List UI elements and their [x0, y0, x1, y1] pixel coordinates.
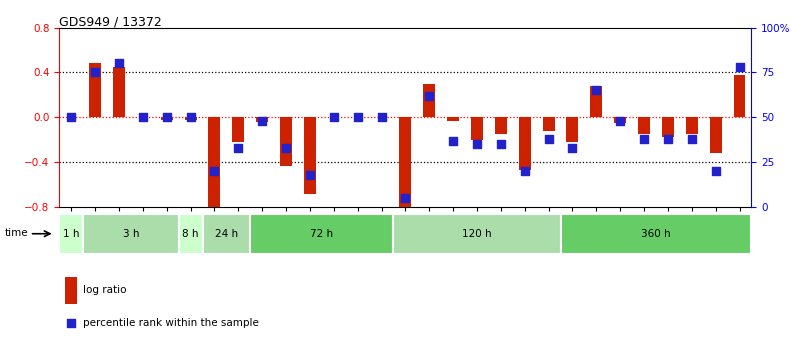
- Point: [255, 118, 268, 124]
- Point: [327, 115, 340, 120]
- Point: [184, 115, 197, 120]
- Bar: [543, 117, 554, 131]
- Point: [208, 168, 221, 174]
- Bar: [566, 117, 578, 142]
- Bar: [561, 214, 751, 254]
- Bar: [710, 117, 721, 153]
- Bar: [304, 117, 316, 194]
- Bar: [209, 117, 221, 207]
- Bar: [471, 117, 483, 140]
- Point: [566, 145, 579, 150]
- Point: [65, 320, 78, 326]
- Point: [351, 115, 364, 120]
- Point: [494, 141, 507, 147]
- Bar: [184, 117, 196, 119]
- Point: [590, 88, 603, 93]
- Point: [733, 64, 746, 70]
- Bar: [399, 117, 411, 209]
- Point: [137, 115, 149, 120]
- Bar: [686, 117, 698, 134]
- Point: [375, 115, 388, 120]
- Text: GDS949 / 13372: GDS949 / 13372: [59, 16, 162, 29]
- Point: [661, 136, 674, 141]
- Bar: [65, 277, 78, 304]
- Point: [112, 61, 125, 66]
- Bar: [280, 117, 292, 166]
- Text: 24 h: 24 h: [215, 229, 238, 239]
- Bar: [733, 75, 745, 117]
- Text: 120 h: 120 h: [462, 229, 492, 239]
- Bar: [519, 117, 531, 170]
- Bar: [662, 117, 674, 137]
- Text: 1 h: 1 h: [63, 229, 80, 239]
- Point: [614, 118, 626, 124]
- Bar: [202, 214, 250, 254]
- Point: [399, 195, 411, 201]
- Bar: [113, 67, 125, 117]
- Bar: [59, 214, 83, 254]
- Point: [518, 168, 531, 174]
- Text: percentile rank within the sample: percentile rank within the sample: [83, 318, 259, 328]
- Point: [65, 115, 78, 120]
- Point: [471, 141, 483, 147]
- Point: [543, 136, 555, 141]
- Point: [89, 70, 101, 75]
- Point: [686, 136, 698, 141]
- Text: 72 h: 72 h: [310, 229, 334, 239]
- Bar: [89, 63, 101, 117]
- Text: time: time: [5, 228, 28, 238]
- Bar: [233, 117, 244, 142]
- Text: 360 h: 360 h: [642, 229, 671, 239]
- Point: [280, 145, 293, 150]
- Bar: [638, 117, 650, 134]
- Bar: [83, 214, 179, 254]
- Point: [304, 172, 316, 177]
- Bar: [179, 214, 202, 254]
- Bar: [615, 117, 626, 123]
- Text: 8 h: 8 h: [183, 229, 199, 239]
- Point: [638, 136, 650, 141]
- Point: [710, 168, 722, 174]
- Point: [161, 115, 173, 120]
- Text: 3 h: 3 h: [123, 229, 139, 239]
- Bar: [590, 86, 602, 117]
- Point: [447, 138, 460, 144]
- Bar: [495, 117, 507, 134]
- Bar: [447, 117, 459, 121]
- Text: log ratio: log ratio: [83, 286, 127, 295]
- Bar: [256, 117, 268, 122]
- Bar: [423, 83, 435, 117]
- Bar: [393, 214, 561, 254]
- Bar: [250, 214, 393, 254]
- Bar: [161, 117, 172, 119]
- Point: [423, 93, 436, 99]
- Point: [232, 145, 244, 150]
